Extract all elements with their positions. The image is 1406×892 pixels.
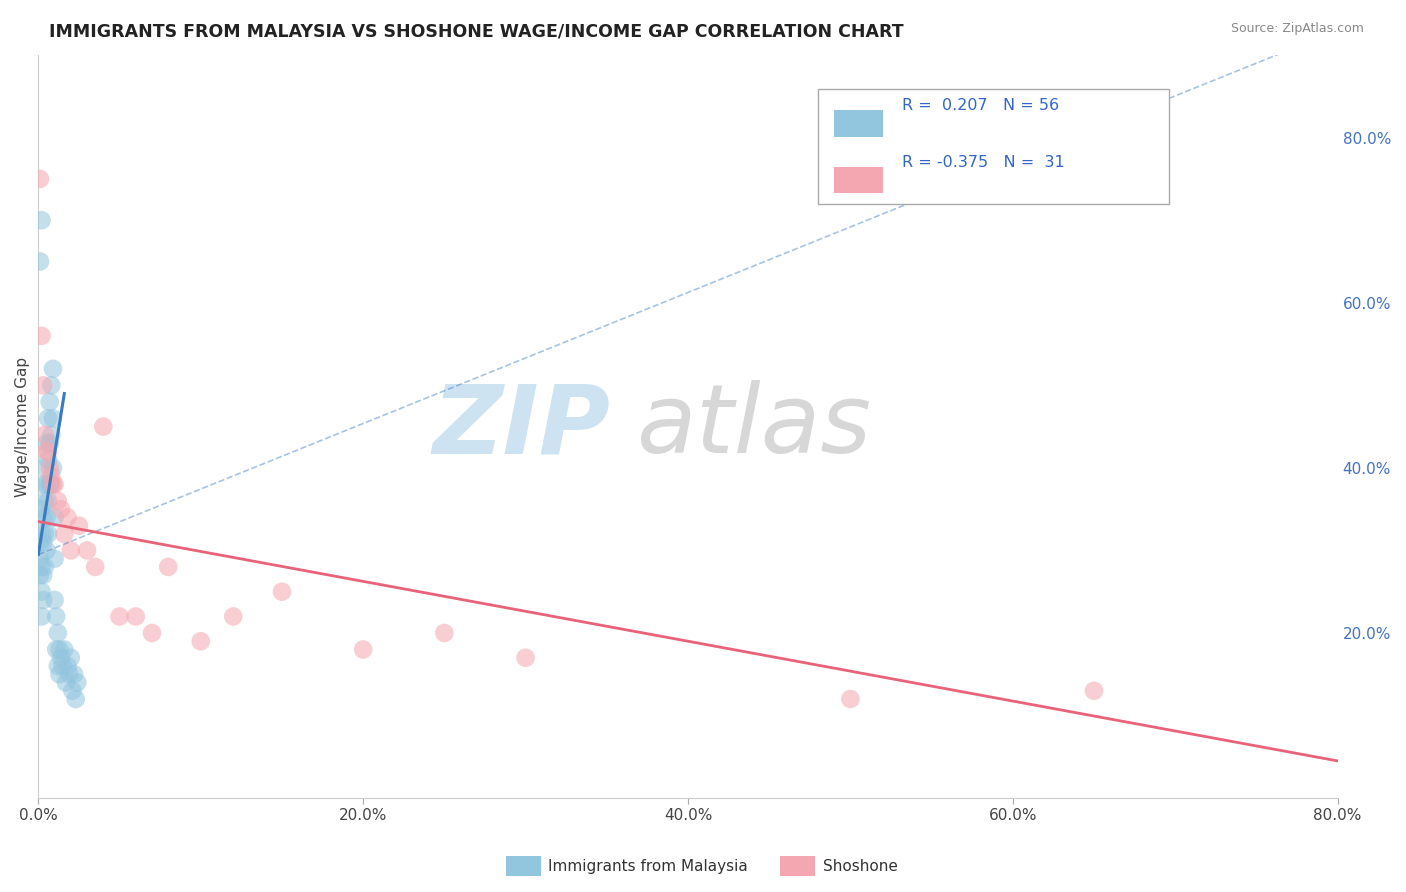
Point xyxy=(52,659,75,673)
Point xyxy=(53,527,76,541)
Point xyxy=(44,477,66,491)
Point xyxy=(190,634,212,648)
Text: ZIP: ZIP xyxy=(432,380,610,473)
Point xyxy=(31,584,53,599)
Point xyxy=(352,642,374,657)
Point xyxy=(31,527,53,541)
Point xyxy=(42,411,65,425)
Point xyxy=(28,568,51,582)
Point xyxy=(271,584,294,599)
Point xyxy=(41,469,63,483)
Point xyxy=(62,683,84,698)
Point xyxy=(46,494,69,508)
FancyBboxPatch shape xyxy=(834,167,883,194)
Point xyxy=(28,551,51,566)
Point xyxy=(76,543,98,558)
Point xyxy=(32,378,55,392)
Point xyxy=(34,461,56,475)
Point xyxy=(222,609,245,624)
Point xyxy=(28,535,51,549)
Point xyxy=(42,361,65,376)
Point xyxy=(32,477,55,491)
Point xyxy=(31,560,53,574)
Point xyxy=(38,477,60,491)
Text: atlas: atlas xyxy=(636,380,870,473)
Point xyxy=(44,510,66,524)
Point xyxy=(28,254,51,268)
Point xyxy=(37,411,59,425)
Point xyxy=(45,642,67,657)
Point xyxy=(515,650,537,665)
Point xyxy=(56,659,79,673)
Text: Immigrants from Malaysia: Immigrants from Malaysia xyxy=(548,859,748,873)
Point xyxy=(35,543,58,558)
Point xyxy=(41,477,63,491)
Point xyxy=(31,502,53,516)
Point xyxy=(108,609,131,624)
Point xyxy=(32,568,55,582)
Point xyxy=(44,551,66,566)
Point xyxy=(839,692,862,706)
Point xyxy=(41,428,63,442)
Y-axis label: Wage/Income Gap: Wage/Income Gap xyxy=(15,357,30,497)
Point xyxy=(31,213,53,227)
Point xyxy=(58,667,80,681)
Point xyxy=(1083,683,1105,698)
Point xyxy=(91,419,114,434)
Point xyxy=(34,494,56,508)
Point xyxy=(65,692,87,706)
Point xyxy=(141,626,163,640)
Text: Source: ZipAtlas.com: Source: ZipAtlas.com xyxy=(1230,22,1364,36)
Point xyxy=(125,609,148,624)
Point xyxy=(48,642,70,657)
Point xyxy=(157,560,180,574)
Point xyxy=(31,328,53,343)
Text: R = -0.375   N =  31: R = -0.375 N = 31 xyxy=(903,154,1066,169)
Point xyxy=(59,650,82,665)
Text: IMMIGRANTS FROM MALAYSIA VS SHOSHONE WAGE/INCOME GAP CORRELATION CHART: IMMIGRANTS FROM MALAYSIA VS SHOSHONE WAG… xyxy=(49,22,904,40)
Point xyxy=(28,172,51,186)
Point xyxy=(35,436,58,450)
Point xyxy=(31,609,53,624)
Point xyxy=(46,659,69,673)
Point xyxy=(56,510,79,524)
Point xyxy=(59,543,82,558)
Point xyxy=(49,502,72,516)
Point xyxy=(53,642,76,657)
Point xyxy=(32,535,55,549)
Point xyxy=(37,527,59,541)
Point xyxy=(38,461,60,475)
Point xyxy=(32,510,55,524)
FancyBboxPatch shape xyxy=(818,88,1168,203)
Point xyxy=(42,461,65,475)
Point xyxy=(37,452,59,467)
Point xyxy=(42,477,65,491)
Point xyxy=(433,626,456,640)
Point xyxy=(45,609,67,624)
Point xyxy=(38,394,60,409)
Point xyxy=(48,667,70,681)
Point xyxy=(38,436,60,450)
Point xyxy=(34,560,56,574)
Point xyxy=(67,518,90,533)
Point xyxy=(37,494,59,508)
Point xyxy=(55,675,77,690)
FancyBboxPatch shape xyxy=(834,111,883,137)
Point xyxy=(34,527,56,541)
Point xyxy=(46,626,69,640)
Point xyxy=(49,650,72,665)
Point xyxy=(41,378,63,392)
Point xyxy=(35,477,58,491)
Point xyxy=(44,593,66,607)
Point xyxy=(37,444,59,458)
Point xyxy=(34,428,56,442)
Text: R =  0.207   N = 56: R = 0.207 N = 56 xyxy=(903,98,1060,112)
Point xyxy=(32,593,55,607)
Text: Shoshone: Shoshone xyxy=(823,859,897,873)
Point xyxy=(84,560,107,574)
Point xyxy=(63,667,86,681)
Point xyxy=(35,510,58,524)
Point xyxy=(66,675,89,690)
Point xyxy=(35,444,58,458)
